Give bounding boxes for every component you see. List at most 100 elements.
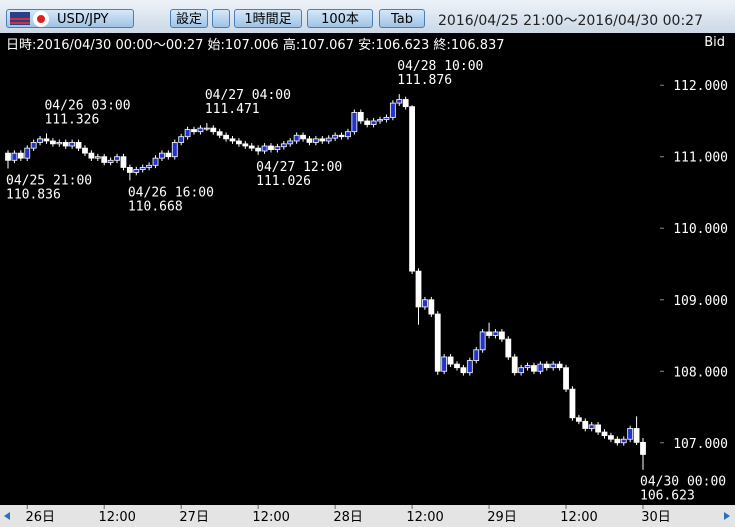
candle-body	[171, 142, 178, 158]
info-value: 107.006	[224, 38, 279, 53]
annotation-price: 111.876	[397, 73, 452, 88]
count-button[interactable]: 100本	[307, 9, 373, 28]
candle-body	[43, 138, 50, 142]
candle-body	[255, 147, 262, 152]
candle-body	[415, 270, 422, 308]
candle-body	[229, 138, 236, 142]
calc-button[interactable]	[212, 9, 230, 28]
candle-body	[268, 145, 274, 150]
candle-body	[563, 367, 569, 390]
x-tick-label: 12:00	[560, 510, 597, 525]
x-tick-label: 26日	[25, 510, 55, 525]
y-tick-label: 110.000	[673, 222, 728, 237]
candle-body	[114, 156, 120, 161]
info-label: 始:	[207, 38, 225, 53]
annotation-price: 106.623	[640, 489, 695, 504]
candle-body	[159, 152, 165, 159]
candle-body	[306, 138, 313, 143]
candle-body	[312, 138, 319, 143]
candle-body	[184, 129, 191, 138]
x-tick-label: 28日	[333, 510, 363, 525]
x-tick-label: 29日	[487, 510, 517, 525]
candle-body	[614, 438, 621, 444]
candle-body	[223, 134, 229, 140]
y-tick-label: 107.000	[673, 437, 728, 452]
annotation-time: 04/26 16:00	[128, 185, 214, 200]
info-value: 107.067	[300, 38, 354, 53]
annotation-time: 04/27 04:00	[205, 88, 291, 103]
scroll-right[interactable]	[724, 512, 730, 520]
x-tick-label: 12:00	[406, 510, 443, 525]
candle-body	[236, 140, 242, 145]
candle-body	[466, 360, 473, 374]
scroll-left[interactable]	[4, 512, 10, 520]
candle-body	[505, 338, 512, 358]
candle-body	[364, 120, 371, 125]
info-label: 終:	[433, 38, 451, 53]
candle-body	[608, 435, 614, 440]
candle-body	[492, 331, 499, 336]
candle-body	[325, 137, 332, 142]
x-tick-label: 12:00	[252, 510, 289, 525]
tab-button[interactable]: Tab	[379, 9, 425, 28]
candle-body	[582, 420, 589, 429]
candle-body	[107, 159, 114, 163]
candle-body	[351, 111, 358, 133]
info-value: 106.623	[375, 38, 430, 53]
annotation-price: 110.836	[6, 187, 61, 202]
y-tick-label: 108.000	[673, 365, 728, 380]
side-label: Bid	[704, 35, 725, 50]
candle-body	[479, 331, 486, 351]
candle-body	[178, 136, 185, 143]
x-tick-label: 27日	[179, 510, 209, 525]
candle-body	[216, 131, 223, 136]
candle-body	[30, 142, 37, 149]
candle-body	[146, 164, 153, 168]
candle-body	[62, 142, 69, 147]
candle-body	[242, 143, 249, 147]
candle-body	[447, 356, 454, 365]
timeframe-button[interactable]: 1時間足	[234, 9, 302, 28]
settings-button[interactable]: 設定	[170, 9, 208, 28]
candle-body	[518, 367, 525, 374]
candle-body	[37, 138, 43, 143]
candle-body	[601, 431, 608, 437]
candle-body	[428, 299, 435, 315]
candle-body	[319, 138, 326, 142]
candle-body	[377, 119, 383, 122]
candle-body	[120, 156, 127, 168]
candle-body	[537, 363, 544, 372]
candle-body	[543, 363, 550, 369]
annotation-price: 111.471	[205, 102, 260, 117]
candle-body	[210, 127, 217, 133]
candle-body	[575, 417, 582, 422]
info-date: 2016/04/30 00:00～00:27	[36, 38, 204, 53]
range-text: 2016/04/25 21:00～2016/04/30 00:27	[438, 13, 703, 29]
candle-body	[75, 142, 82, 149]
candle-body	[293, 134, 300, 142]
candle-body	[197, 127, 204, 133]
candle-body	[370, 120, 377, 125]
candle-body	[274, 146, 281, 150]
candle-body	[11, 152, 18, 161]
candle-body	[345, 131, 351, 138]
y-tick-label: 112.000	[673, 79, 728, 94]
candle-body	[588, 424, 595, 429]
candle-body	[17, 152, 24, 159]
candle-body	[556, 363, 563, 369]
candle-body	[101, 156, 108, 163]
candle-body	[633, 428, 640, 443]
candle-body	[595, 424, 602, 433]
x-tick-label: 30日	[641, 510, 671, 525]
candle-body	[88, 152, 95, 159]
annotation-time: 04/30 00:00	[640, 475, 726, 490]
candle-body	[409, 106, 415, 272]
candle-body	[248, 145, 255, 149]
candle-body	[165, 152, 172, 158]
candle-body	[396, 99, 403, 104]
info-label: 安:	[358, 38, 376, 53]
candle-body	[383, 116, 390, 120]
info-value: 106.837	[450, 38, 505, 53]
candle-body	[422, 299, 428, 308]
